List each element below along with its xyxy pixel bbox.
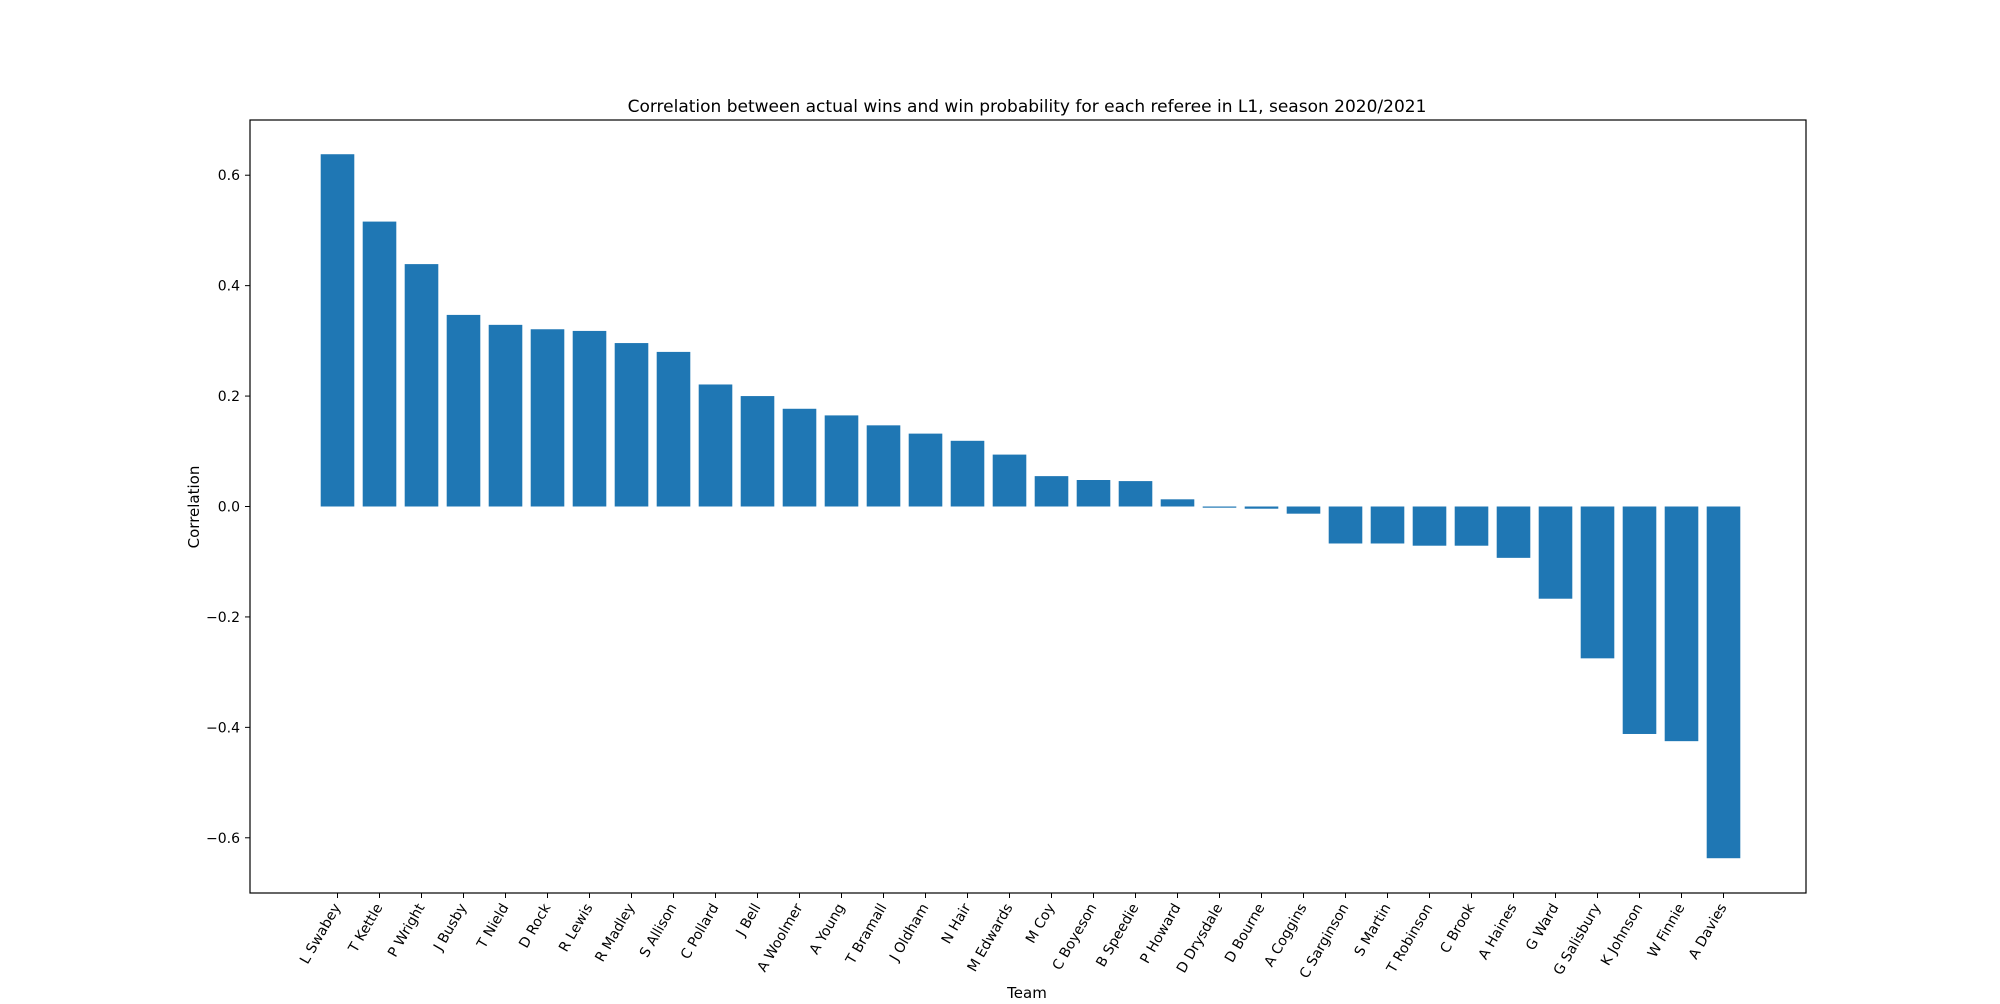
bar-t-kettle	[362, 221, 397, 507]
bar-a-woolmer	[782, 408, 817, 507]
bar-c-sarginson	[1328, 506, 1363, 544]
bar-c-boyeson	[1076, 480, 1111, 507]
bar-a-haines	[1496, 506, 1531, 558]
bar-t-nield	[488, 324, 523, 507]
bar-g-salisbury	[1580, 506, 1615, 659]
x-tick-label: A Davies	[1686, 901, 1731, 962]
bar-r-lewis	[572, 330, 607, 507]
bar-d-drysdale	[1202, 506, 1237, 508]
bar-w-finnie	[1664, 506, 1699, 742]
x-tick-label: B Speedie	[1093, 901, 1142, 970]
x-tick-label: C Pollard	[678, 901, 723, 962]
bar-l-swabey	[320, 154, 355, 507]
y-tick-label: 0.4	[218, 279, 240, 295]
bar-j-busby	[446, 314, 481, 507]
x-tick-label: T Nield	[474, 901, 513, 952]
bar-d-bourne	[1244, 506, 1279, 509]
bar-g-ward	[1538, 506, 1573, 599]
bar-a-coggins	[1286, 506, 1321, 514]
y-tick-label: −0.2	[206, 610, 240, 626]
bar-s-martin	[1370, 506, 1405, 544]
y-tick-label: −0.6	[206, 831, 240, 847]
x-tick-label: J Busby	[430, 901, 470, 954]
y-axis: −0.6 −0.4 −0.2 0.0 0.2 0.4 0.6	[206, 168, 250, 847]
y-tick-label: −0.4	[206, 720, 240, 736]
bar-k-johnson	[1622, 506, 1657, 734]
bar-c-brook	[1454, 506, 1489, 546]
y-axis-label: Correlation	[185, 466, 203, 549]
bars-group	[320, 154, 1741, 859]
bar-s-allison	[656, 351, 691, 507]
bar-m-edwards	[992, 454, 1027, 507]
y-tick-label: 0.6	[218, 168, 240, 184]
x-tick-label: K Johnson	[1598, 901, 1646, 969]
bar-a-davies	[1706, 506, 1741, 859]
y-tick-label: 0.0	[218, 500, 240, 516]
bar-n-hair	[950, 440, 985, 507]
x-tick-label: J Oldham	[886, 901, 932, 965]
bar-r-madley	[614, 343, 649, 507]
x-tick-label: A Haines	[1476, 901, 1521, 963]
x-tick-label: M Coy	[1023, 901, 1058, 946]
x-tick-label: J Bell	[733, 901, 765, 940]
x-tick-label: A Coggins	[1261, 901, 1310, 970]
bar-c-pollard	[698, 384, 733, 507]
x-tick-label: L Swabey	[297, 901, 344, 967]
chart-title: Correlation between actual wins and win …	[628, 97, 1427, 117]
x-tick-label: N Hair	[939, 901, 975, 947]
bar-m-coy	[1034, 476, 1069, 507]
x-tick-label: D Bourne	[1222, 901, 1268, 966]
x-tick-label: W Finnie	[1645, 901, 1689, 961]
x-tick-label: R Madley	[592, 901, 638, 965]
bar-p-wright	[404, 264, 439, 507]
bar-p-howard	[1160, 499, 1195, 507]
x-tick-label: T Kettle	[345, 901, 386, 956]
x-tick-label: S Allison	[637, 901, 681, 960]
bar-j-oldham	[908, 433, 943, 507]
bar-a-young	[824, 415, 859, 507]
x-tick-label: S Martin	[1352, 901, 1395, 959]
x-tick-label: C Brook	[1437, 900, 1479, 956]
x-tick-label: T Bramall	[843, 901, 891, 968]
y-tick-label: 0.2	[218, 389, 240, 405]
x-tick-label: G Ward	[1523, 901, 1562, 953]
bar-b-speedie	[1118, 481, 1153, 507]
x-tick-label: P Howard	[1137, 901, 1184, 967]
x-tick-label: D Rock	[516, 900, 555, 951]
bar-j-bell	[740, 396, 775, 507]
plot-frame	[249, 119, 1807, 894]
x-tick-label: P Wright	[385, 901, 429, 961]
x-tick-label: R Lewis	[556, 901, 596, 955]
bar-t-bramall	[866, 425, 901, 507]
x-tick-label: A Young	[807, 901, 849, 957]
bar-d-rock	[530, 329, 565, 507]
x-axis-label: Team	[1006, 984, 1047, 1000]
bar-t-robinson	[1412, 506, 1447, 546]
